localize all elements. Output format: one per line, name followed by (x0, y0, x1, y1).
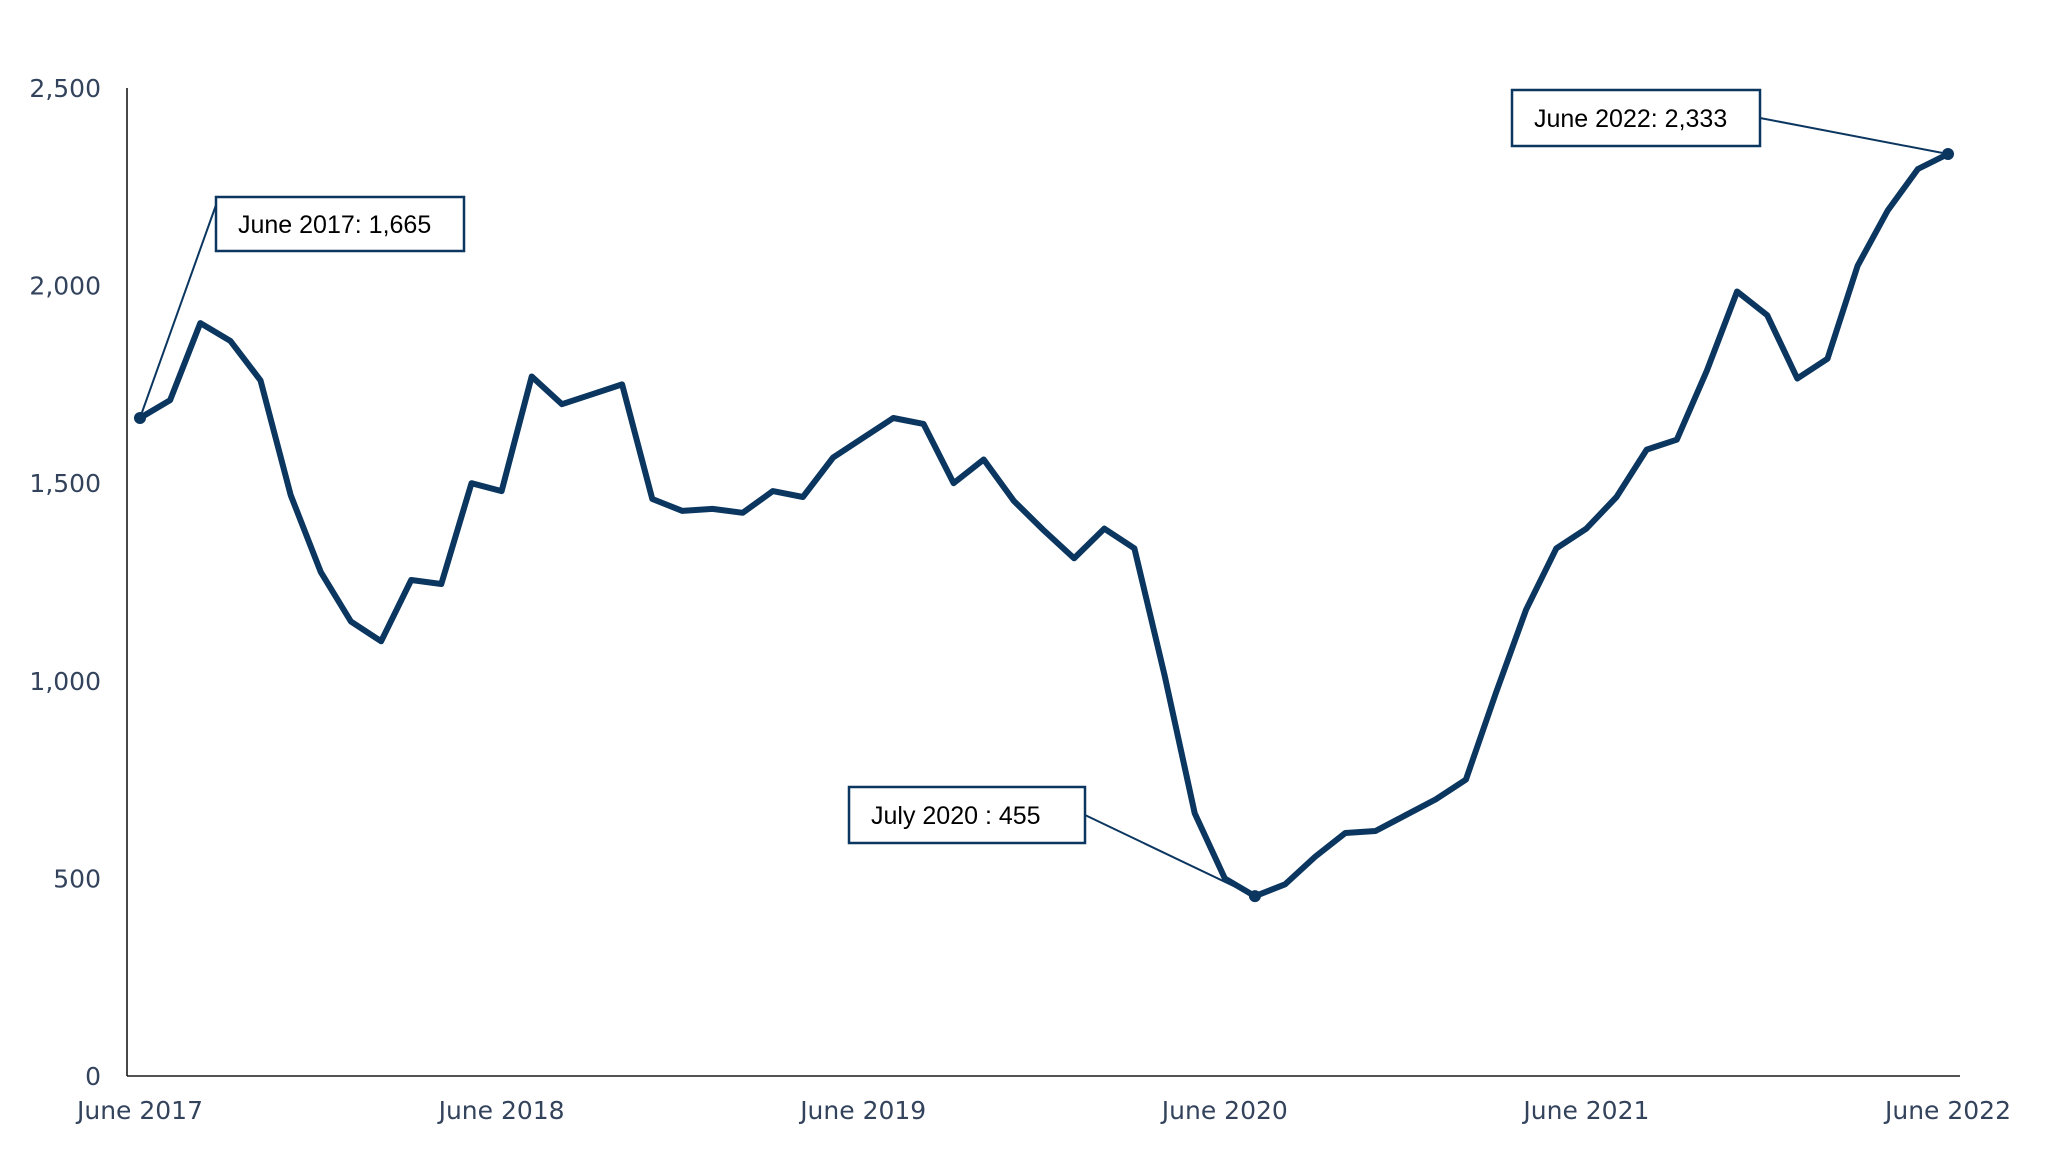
y-tick-label: 2,500 (29, 74, 101, 103)
annotation-leader (139, 204, 217, 419)
y-tick-label: 0 (85, 1062, 101, 1091)
annotation-marker (1942, 147, 1954, 160)
annotation-marker (134, 411, 146, 424)
x-tick-label: June 2021 (1521, 1096, 1649, 1125)
y-tick-labels: 0 500 1,000 1,500 2,000 2,500 (29, 74, 101, 1091)
annotation-callout: June 2017: 1,665 (214, 195, 466, 253)
annotation-label: June 2017: 1,665 (238, 211, 431, 239)
annotation-callouts: June 2017: 1,665 July 2020 : 455 June 2022… (214, 88, 1762, 845)
annotation-label: June 2022: 2,333 (1534, 105, 1727, 133)
annotation-markers (134, 147, 1954, 903)
axes (126, 88, 1960, 1077)
series-line (137, 151, 1951, 900)
x-tick-label: June 2018 (437, 1096, 565, 1125)
annotation-callout: July 2020 : 455 (847, 785, 1087, 845)
annotation-box (214, 195, 466, 253)
x-tick-label: June 2017 (75, 1096, 203, 1125)
annotation-leader (1759, 117, 1949, 155)
x-tick-label: June 2022 (1883, 1096, 2011, 1125)
y-tick-label: 1,500 (29, 469, 101, 498)
x-tick-label: June 2020 (1160, 1096, 1288, 1125)
annotation-callout: June 2022: 2,333 (1510, 88, 1762, 148)
y-tick-label: 1,000 (29, 667, 101, 696)
x-tick-labels: June 2017 June 2018 June 2019 June 2020 June… (75, 1096, 2011, 1125)
annotation-marker (1248, 890, 1261, 903)
annotation-box (1510, 88, 1762, 148)
y-tick-label: 500 (53, 864, 101, 893)
annotation-label: July 2020 : 455 (871, 802, 1041, 830)
annotation-box (847, 785, 1087, 845)
y-tick-label: 2,000 (29, 272, 101, 301)
x-tick-label: June 2019 (798, 1096, 926, 1125)
